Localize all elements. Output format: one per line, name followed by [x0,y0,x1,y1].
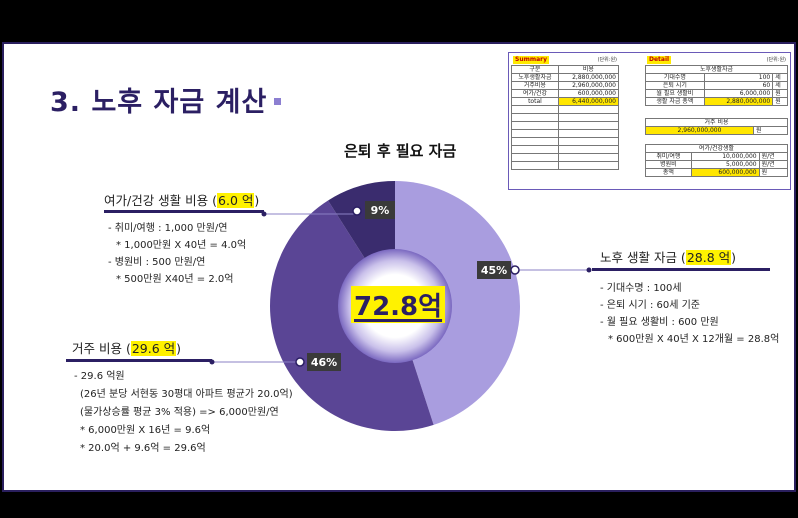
detail-header: Detail (단위:원) [645,56,788,64]
callout-housing-notes: - 29.6 억원 (26년 분당 서현동 30평대 아파트 평균가 20.0억… [74,368,293,458]
callout-leisure-notes: - 취미/여행 : 1,000 만원/연 * 1,000만원 X 40년 = 4… [108,220,246,288]
leader-dot-living [586,267,592,273]
detail-living-table: 노후생활자금 기대수명 100 세 은퇴 시기 60 세 월 필요 생활비 6,… [645,65,788,106]
callout-amount: 6.0 억 [217,193,255,208]
note-line: - 월 필요 생활비 : 600 만원 [600,317,719,328]
detail-cell: 생활 자금 총액 [645,97,705,106]
note-line: (물가상승률 평균 3% 적용) => 6,000만원/연 [80,407,279,418]
slice-pct-living: 45% [481,264,507,277]
callout-label: 거주 비용 ( [72,341,131,356]
note-line: * 1,000만원 X 40년 = 4.0억 [116,240,247,251]
note-line: * 6,000만원 X 16년 = 9.6억 [80,425,211,436]
center-total-value: 72.8억 [351,286,446,323]
callout-label: 여가/건강 생활 비용 ( [104,193,218,208]
callout-living-notes: - 기대수명 : 100세 - 은퇴 시기 : 60세 기준 - 월 필요 생활… [600,280,779,348]
callout-amount: 29.6 억 [130,341,177,356]
note-line: - 29.6 억원 [74,371,125,382]
detail-housing-table: 거주 비용 2,960,000,000 원 [645,118,788,135]
callout-amount: 28.8 억 [685,250,732,265]
slice-label-bg [477,261,511,279]
detail-housing-unit: 원 [753,126,788,135]
callout-label: ) [254,193,260,208]
detail-label: Detail [647,56,672,64]
title-accent-square [274,98,281,105]
slice-pct-housing: 46% [311,356,337,369]
note-line: * 500만원 X40년 = 2.0억 [116,274,234,285]
detail-cell: 원 [758,168,789,177]
note-line: - 은퇴 시기 : 60세 기준 [600,300,700,311]
callout-living-title: 노후 생활 자금 (28.8 억) [600,247,736,266]
slice-pct-leisure: 9% [371,204,390,217]
callout-underline [592,268,770,271]
note-line: * 20.0억 + 9.6억 = 29.6억 [80,443,206,454]
callout-label: ) [731,250,737,265]
summary-table: 구분 비용 노후생활자금 2,880,000,000 거주비용 2,960,00… [511,65,620,170]
slice-label-housing: 46% [295,353,341,371]
slice-living [395,181,520,425]
slice-marker [510,265,520,275]
summary-detail-table: Summary (단위:원) 구분 비용 노후생활자금 2,880,000,00… [508,52,791,190]
note-line: - 병원비 : 500 만원/연 [108,257,206,268]
detail-total-cell: 2,880,000,000 [703,97,774,106]
note-line: * 600만원 X 40년 X 12개월 = 28.8억 [608,334,780,345]
detail-unit: (단위:원) [766,57,786,63]
detail-cell: 원 [772,97,788,106]
slice-label-leisure: 9% [352,201,395,219]
note-line: - 취미/여행 : 1,000 만원/연 [108,223,228,234]
slide: 3. 노후 자금 계산 Summary (단위:원) 구분 비용 노후생활자금 … [2,42,796,492]
slide-title: 3. 노후 자금 계산 [50,87,268,118]
chart-title: 은퇴 후 필요 자금 [344,142,457,160]
slice-marker [295,357,305,367]
summary-label: Summary [513,56,550,64]
callout-leisure-title: 여가/건강 생활 비용 (6.0 억) [104,190,259,209]
summary-header: Summary (단위:원) [511,56,619,64]
detail-leisure-table: 여가/건강생활 취미/여행 10,000,000 원/연 병원비 5,000,0… [645,144,789,177]
callout-underline [104,210,264,213]
slice-label-bg [307,353,341,371]
callout-underline [66,359,212,362]
slice-label-bg [365,201,395,219]
note-line: (26년 분당 서현동 30평대 아파트 평균가 20.0억) [80,389,293,400]
slice-marker [352,206,362,216]
callout-label: 노후 생활 자금 ( [600,250,686,265]
callout-housing-title: 거주 비용 (29.6 억) [72,338,181,357]
note-line: - 기대수명 : 100세 [600,283,682,294]
slice-label-living: 45% [477,261,520,279]
summary-unit: (단위:원) [597,57,617,63]
callout-label: ) [176,341,182,356]
